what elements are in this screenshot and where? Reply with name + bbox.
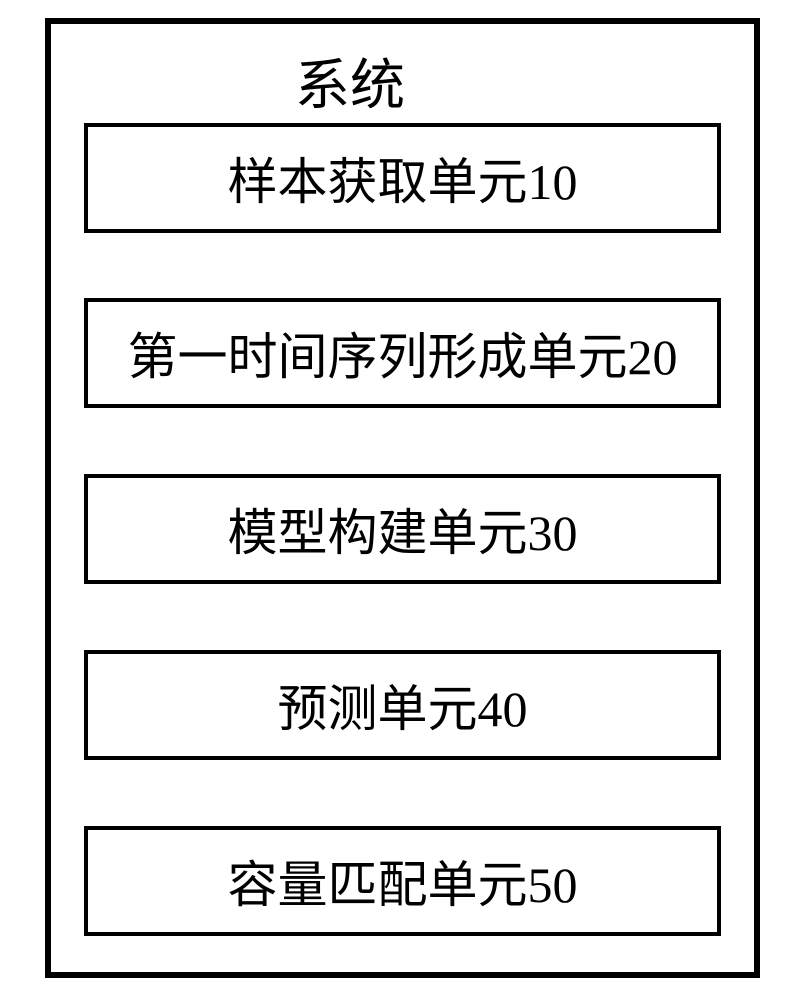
- diagram-title: 系统: [200, 40, 500, 120]
- unit-label: 预测单元40: [278, 669, 528, 741]
- unit-label: 第一时间序列形成单元20: [128, 317, 678, 389]
- unit-box-model-construction: 模型构建单元30: [84, 474, 721, 584]
- unit-label: 样本获取单元10: [228, 142, 578, 214]
- unit-box-time-series-formation: 第一时间序列形成单元20: [84, 298, 721, 408]
- unit-box-capacity-matching: 容量匹配单元50: [84, 826, 721, 936]
- unit-box-prediction: 预测单元40: [84, 650, 721, 760]
- unit-label: 容量匹配单元50: [228, 845, 578, 917]
- unit-box-sample-acquisition: 样本获取单元10: [84, 123, 721, 233]
- unit-label: 模型构建单元30: [228, 493, 578, 565]
